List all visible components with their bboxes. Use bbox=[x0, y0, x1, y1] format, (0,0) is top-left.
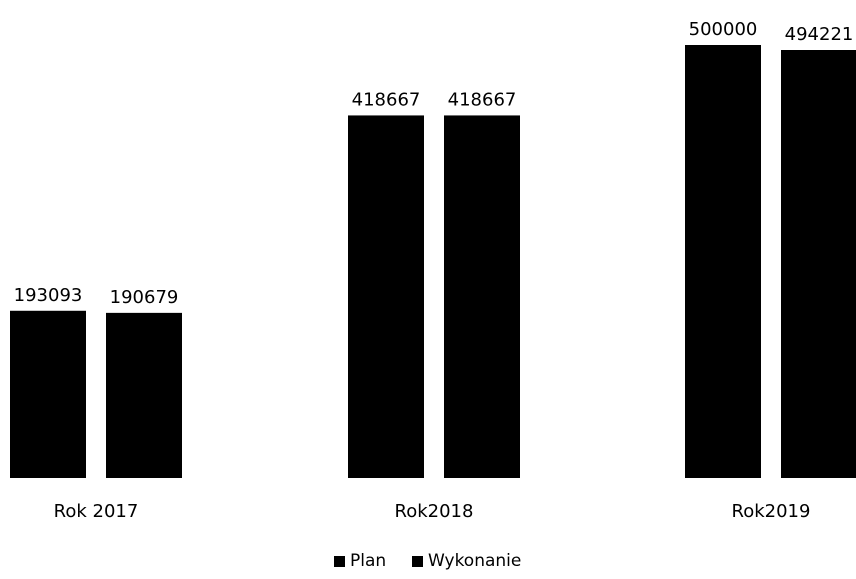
bar-wykonanie-rok-2017 bbox=[106, 312, 182, 478]
x-tick-label-rok2019: Rok2019 bbox=[732, 501, 811, 522]
legend-label-wykonanie: Wykonanie bbox=[428, 551, 521, 571]
legend: Plan Wykonanie bbox=[334, 551, 521, 571]
bar-wykonanie-rok2019 bbox=[781, 50, 856, 479]
data-label-wykonanie-rok-2017: 190679 bbox=[110, 287, 179, 308]
legend-swatch-plan bbox=[334, 556, 345, 567]
x-tick-label-rok2018: Rok2018 bbox=[395, 501, 474, 522]
x-axis-tick-labels: Rok 2017 Rok2018 Rok2019 bbox=[54, 501, 811, 522]
bar-plan-rok2018 bbox=[348, 115, 424, 478]
data-label-plan-rok-2017: 193093 bbox=[14, 285, 83, 306]
data-label-wykonanie-rok2018: 418667 bbox=[448, 89, 517, 110]
bar-plan-rok-2017 bbox=[10, 310, 86, 478]
legend-swatch-wykonanie bbox=[412, 556, 423, 567]
bars-layer bbox=[10, 45, 856, 479]
data-label-plan-rok2019: 500000 bbox=[689, 19, 758, 40]
legend-label-plan: Plan bbox=[350, 551, 386, 571]
data-label-plan-rok2018: 418667 bbox=[352, 89, 421, 110]
x-tick-label-rok-2017: Rok 2017 bbox=[54, 501, 139, 522]
data-labels-layer: 193093 190679 418667 418667 500000 494221 bbox=[14, 19, 854, 308]
data-label-wykonanie-rok2019: 494221 bbox=[785, 24, 854, 45]
bar-wykonanie-rok2018 bbox=[444, 115, 520, 478]
bar-plan-rok2019 bbox=[685, 45, 761, 478]
